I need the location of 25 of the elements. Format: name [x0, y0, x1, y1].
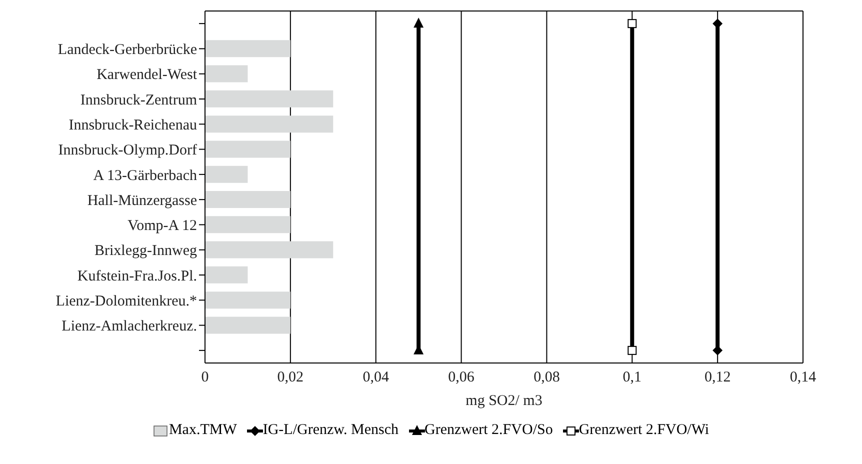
y-tick-label: Hall-Münzergasse — [87, 192, 198, 209]
legend-label: Grenzwert 2.FVO/Wi — [578, 422, 710, 439]
legend-label: Max.TMW — [168, 422, 237, 439]
x-tick-label: 0,02 — [277, 370, 304, 386]
x-tick-label: 0,08 — [534, 370, 560, 386]
y-tick-label: Brixlegg-Innweg — [94, 243, 198, 260]
y-tick-label: Innsbruck-Reichenau — [68, 117, 198, 134]
legend-label: Grenzwert 2.FVO/So — [424, 422, 553, 439]
y-tick-label: A 13-Gärberbach — [93, 168, 198, 184]
x-tick-label: 0,14 — [790, 370, 817, 386]
y-tick-label: Vomp-A 12 — [128, 218, 197, 234]
x-axis-title: mg SO2/ m3 — [466, 393, 542, 409]
y-tick-label: Landeck-Gerberbrücke — [58, 42, 198, 58]
y-tick-label: Karwendel-West — [96, 67, 198, 84]
x-tick-label: 0 — [201, 370, 209, 386]
x-tick-label: 0,12 — [704, 370, 731, 386]
y-tick-label: Innsbruck-Olymp.Dorf — [58, 142, 197, 159]
x-tick-label: 0,06 — [448, 370, 475, 386]
y-tick-label: Lienz-Dolomitenkreu.* — [56, 293, 197, 310]
legend-label: IG-L/Grenzw. Mensch — [262, 422, 399, 439]
x-tick-label: 0,1 — [622, 370, 642, 386]
y-tick-label: Innsbruck-Zentrum — [80, 92, 198, 108]
y-tick-label: Lienz-Amlacherkreuz. — [62, 318, 197, 335]
x-tick-label: 0,04 — [362, 370, 390, 386]
y-tick-label: Kufstein-Fra.Jos.Pl. — [77, 268, 197, 284]
